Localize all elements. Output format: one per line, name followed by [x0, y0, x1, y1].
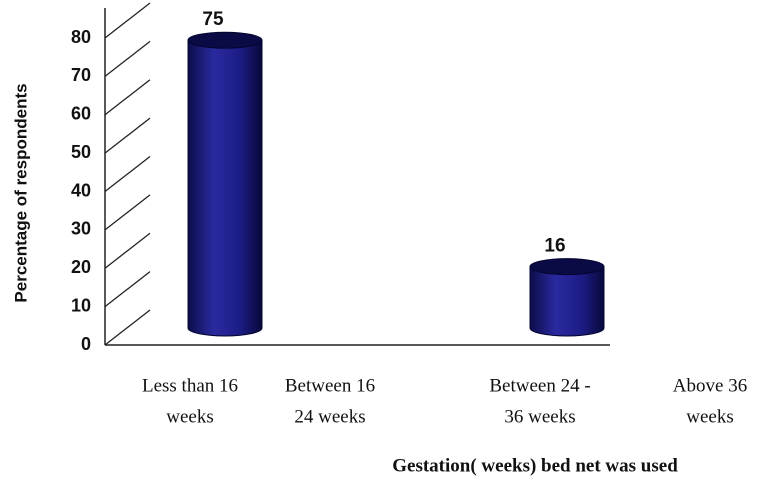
y-tick-label: 10: [71, 295, 91, 315]
y-tick-label: 70: [71, 65, 91, 85]
x-tick-label: 36 weeks: [504, 406, 575, 427]
grid-line: [104, 79, 151, 116]
grid-line: [104, 271, 151, 308]
x-tick-label: weeks: [166, 406, 213, 427]
grid-line: [104, 155, 151, 193]
grid-line: [104, 232, 151, 269]
y-tick-label: 0: [81, 334, 91, 354]
bar: [529, 258, 605, 337]
grid-line: [104, 309, 151, 346]
x-tick-label: Between 16: [285, 375, 375, 396]
bar-body: [187, 39, 263, 337]
y-tick-label: 20: [71, 257, 91, 277]
y-tick-label: 60: [71, 104, 91, 124]
y-tick-label: 40: [71, 180, 91, 200]
x-tick-label: 24 weeks: [294, 406, 365, 427]
x-tick-label: Between 24 -: [489, 375, 590, 396]
y-tick-label: 80: [71, 27, 91, 47]
bar-top: [529, 258, 605, 276]
bar-body: [529, 266, 605, 337]
y-tick-label: 30: [71, 219, 91, 239]
x-tick-label: weeks: [686, 406, 733, 427]
value-label: 75: [202, 9, 224, 30]
x-tick-label: Less than 16: [142, 375, 238, 396]
grid-line: [104, 40, 151, 77]
y-axis-title: Percentage of respondents: [11, 83, 30, 302]
value-label: 16: [544, 236, 565, 257]
bar: [187, 31, 263, 337]
grid-line: [104, 194, 151, 231]
grid-line: [104, 2, 151, 39]
x-axis-title: Gestation( weeks) bed net was used: [392, 455, 678, 476]
x-tick-label: Above 36: [673, 375, 747, 396]
y-tick-label: 50: [71, 142, 91, 162]
bar-top: [187, 31, 263, 49]
grid-line: [104, 117, 151, 154]
